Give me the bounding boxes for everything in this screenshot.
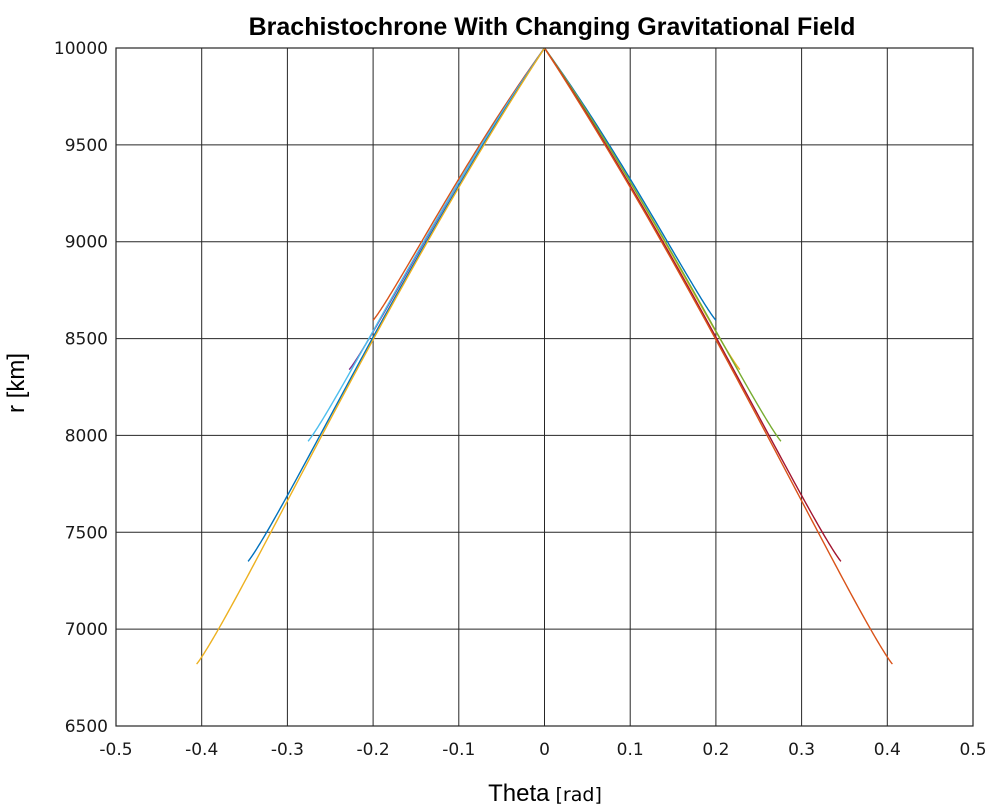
y-axis-label: r [km]	[3, 353, 30, 413]
y-tick-label: 8000	[65, 426, 108, 446]
x-axis-label-text: Theta	[488, 780, 550, 807]
x-tick-label: -0.1	[442, 740, 475, 760]
series-line-4	[543, 47, 842, 562]
y-tick-label: 10000	[54, 39, 108, 59]
x-tick-label: -0.2	[357, 740, 390, 760]
x-tick-label: 0.4	[874, 740, 901, 760]
plot-frame	[115, 47, 974, 727]
x-tick-label: -0.5	[99, 740, 132, 760]
grid	[116, 48, 973, 726]
x-tick-labels: -0.5 -0.4 -0.3 -0.2 -0.1 0 0.1 0.2 0.3 0.4 0.5	[99, 740, 986, 760]
x-tick-label: -0.3	[271, 740, 304, 760]
x-tick-label: 0.3	[788, 740, 815, 760]
x-tick-label: 0.1	[617, 740, 644, 760]
x-tick-label: -0.4	[185, 740, 218, 760]
x-axis-unit: [rad]	[556, 784, 602, 806]
y-tick-label: 9000	[65, 233, 108, 253]
series-line-6	[372, 47, 546, 321]
x-tick-label: 0.2	[702, 740, 729, 760]
series-line-10	[196, 47, 546, 665]
x-tick-label: 0.5	[959, 740, 986, 760]
y-tick-label: 7500	[65, 523, 108, 543]
chart-title: Brachistochrone With Changing Gravitatio…	[249, 13, 856, 41]
series-group	[196, 47, 893, 665]
series-line-1	[543, 47, 717, 321]
series-line-9	[247, 47, 546, 562]
y-tick-label: 8500	[65, 330, 108, 350]
series-line-3	[543, 47, 782, 442]
y-tick-label: 7000	[65, 620, 108, 640]
y-tick-label: 6500	[65, 717, 108, 737]
x-tick-label: 0	[539, 740, 550, 760]
y-tick-label: 9500	[65, 136, 108, 156]
x-axis-label: Theta [rad]	[488, 780, 602, 807]
series-line-5	[543, 47, 893, 665]
y-tick-labels: 6500 7000 7500 8000 8500 9000 9500 10000	[54, 39, 108, 737]
series-line-8	[307, 47, 546, 442]
